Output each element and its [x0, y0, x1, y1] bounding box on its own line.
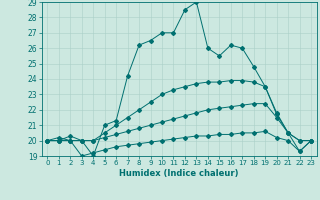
- X-axis label: Humidex (Indice chaleur): Humidex (Indice chaleur): [119, 169, 239, 178]
